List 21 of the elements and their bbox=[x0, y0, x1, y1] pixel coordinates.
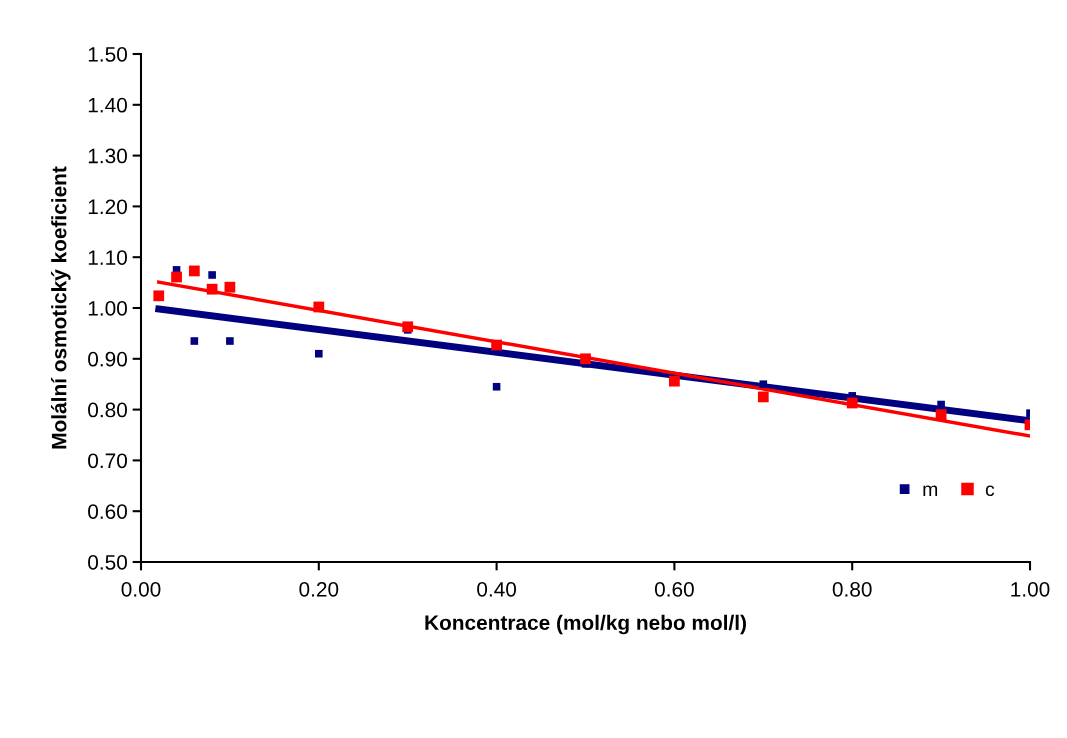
y-tick-label: 1.20 bbox=[88, 199, 127, 215]
y-tick-label: 0.70 bbox=[88, 453, 127, 469]
x-axis-title: Koncentrace (mol/kg nebo mol/l) bbox=[425, 614, 746, 635]
y-tick-label: 1.40 bbox=[88, 97, 127, 113]
y-tick-label: 0.80 bbox=[88, 402, 127, 418]
y-tick-label: 0.60 bbox=[88, 504, 127, 519]
y-tick-label: 1.30 bbox=[88, 148, 127, 164]
y-tick-label: 1.00 bbox=[88, 301, 127, 316]
x-tick-label: 1.00 bbox=[1011, 581, 1050, 597]
x-tick-label: 0.20 bbox=[299, 581, 339, 597]
y-tick-label: 0.90 bbox=[88, 351, 127, 367]
x-tick-label: 0.40 bbox=[477, 581, 517, 597]
y-tick-label: 1.50 bbox=[88, 47, 127, 62]
y-tick-label: 0.50 bbox=[88, 555, 127, 570]
x-tick-label: 0.60 bbox=[654, 581, 694, 597]
x-tick-label: 0.80 bbox=[832, 581, 872, 597]
x-tick-label: 0.00 bbox=[121, 581, 161, 597]
y-axis-title: Molální osmotický koeficient bbox=[50, 166, 71, 449]
y-tick-label: 1.10 bbox=[88, 250, 127, 265]
legend-label: c bbox=[985, 485, 995, 497]
legend-label: m bbox=[923, 485, 938, 496]
